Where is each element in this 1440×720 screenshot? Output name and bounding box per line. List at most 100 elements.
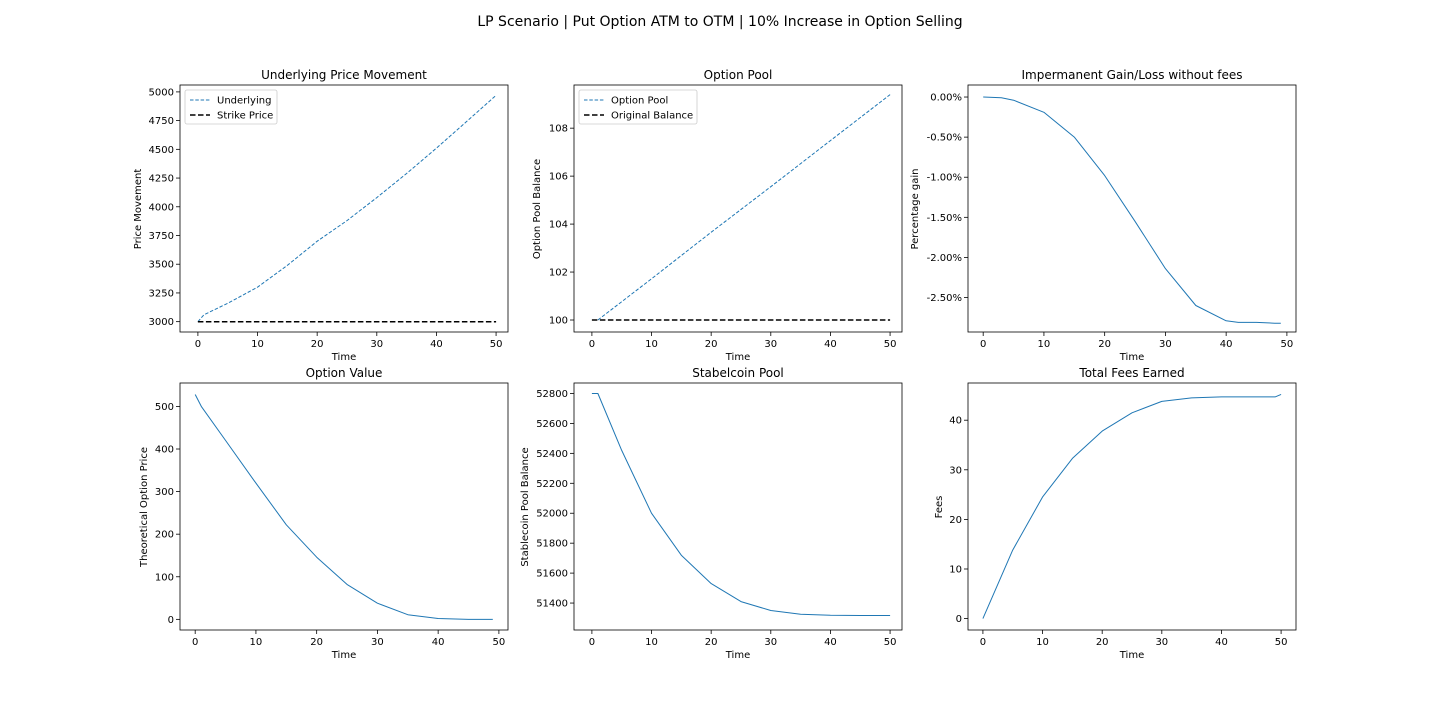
x-tick-label: 30 xyxy=(1155,637,1168,648)
x-axis-label: Time xyxy=(331,352,356,363)
x-tick-label: 50 xyxy=(490,339,503,350)
y-tick-label: 3250 xyxy=(149,288,174,299)
x-axis-label: Time xyxy=(1119,650,1144,661)
y-tick-label: -0.50% xyxy=(927,133,962,144)
plot-frame xyxy=(573,84,903,333)
x-tick-label: 40 xyxy=(824,637,837,648)
x-tick-label: 40 xyxy=(824,339,837,350)
y-tick-label: 102 xyxy=(549,268,568,279)
y-tick-label: 52600 xyxy=(536,419,568,430)
chart-fees: Total Fees Earned 0 10 20 30 40 50 0 10 20 30 40 Tim… xyxy=(934,366,1297,661)
chart-option-pool: Option Pool 0 10 20 30 40 50 100 102 104 106 108 Tim… xyxy=(532,68,903,363)
y-tick-label: -1.50% xyxy=(927,213,962,224)
x-tick-label: 40 xyxy=(1220,339,1233,350)
x-tick-label: 50 xyxy=(493,637,506,648)
y-tick-label: 40 xyxy=(949,416,962,427)
x-tick-label: 40 xyxy=(432,637,445,648)
y-tick-label: 3000 xyxy=(149,317,174,328)
y-axis-label: Fees xyxy=(934,496,945,519)
y-tick-label: 400 xyxy=(155,445,174,456)
y-tick-label: -1.00% xyxy=(927,173,962,184)
y-tick-label: 4000 xyxy=(149,202,174,213)
legend-label: Underlying xyxy=(217,96,271,107)
y-tick-label: 500 xyxy=(155,402,174,413)
y-tick-label: 30 xyxy=(949,465,962,476)
x-tick-label: 40 xyxy=(430,339,443,350)
plot-frame xyxy=(573,382,903,631)
y-tick-label: 51400 xyxy=(536,599,568,610)
x-tick-label: 40 xyxy=(1215,637,1228,648)
x-tick-label: 50 xyxy=(884,339,897,350)
y-tick-label: 0 xyxy=(956,614,962,625)
plot-frame xyxy=(179,382,509,631)
chart-impermanent: Impermanent Gain/Loss without fees 0 10 20 3… xyxy=(910,68,1297,363)
legend-box xyxy=(578,89,698,125)
chart-title: Impermanent Gain/Loss without fees xyxy=(1021,68,1242,82)
x-tick-label: 50 xyxy=(1281,339,1294,350)
y-tick-label: 0 xyxy=(168,615,174,626)
series-line-0 xyxy=(591,393,891,616)
x-tick-label: 10 xyxy=(251,339,264,350)
x-tick-label: 20 xyxy=(705,637,718,648)
x-tick-label: 30 xyxy=(1159,339,1172,350)
y-tick-label: 20 xyxy=(949,515,962,526)
x-tick-label: 0 xyxy=(195,339,201,350)
y-axis-label: Percentage gain xyxy=(910,168,921,249)
x-tick-label: 10 xyxy=(645,339,658,350)
x-tick-label: 20 xyxy=(310,637,323,648)
y-tick-label: 200 xyxy=(155,530,174,541)
chart-stablecoin-pool: Stabelcoin Pool 0 10 20 30 40 50 51400 51600 5180… xyxy=(520,366,903,661)
y-tick-label: 104 xyxy=(549,220,568,231)
x-axis-label: Time xyxy=(331,650,356,661)
x-tick-label: 50 xyxy=(1275,637,1288,648)
x-tick-label: 20 xyxy=(705,339,718,350)
plot-frame xyxy=(179,84,509,333)
chart-underlying: Underlying Price Movement 0 10 20 30 40 50 3000… xyxy=(133,68,509,363)
x-tick-label: 50 xyxy=(884,637,897,648)
chart-title: Option Value xyxy=(306,366,383,380)
y-tick-label: 52800 xyxy=(536,389,568,400)
x-tick-label: 0 xyxy=(980,339,986,350)
y-axis-label: Price Movement xyxy=(133,169,144,250)
x-tick-label: 0 xyxy=(192,637,198,648)
series-line-0 xyxy=(194,394,493,620)
chart-title: Option Pool xyxy=(704,68,773,82)
y-tick-label: 100 xyxy=(549,316,568,327)
x-tick-label: 20 xyxy=(1096,637,1109,648)
y-tick-label: 51600 xyxy=(536,569,568,580)
legend-label: Strike Price xyxy=(217,111,273,122)
x-axis-label: Time xyxy=(725,650,750,661)
x-tick-label: 30 xyxy=(764,637,777,648)
y-tick-label: 0.00% xyxy=(930,93,962,104)
x-tick-label: 10 xyxy=(1036,637,1049,648)
y-tick-label: 3500 xyxy=(149,260,174,271)
chart-title: Stabelcoin Pool xyxy=(692,366,784,380)
y-tick-label: 52200 xyxy=(536,479,568,490)
x-tick-label: 30 xyxy=(370,339,383,350)
x-tick-label: 10 xyxy=(250,637,263,648)
plot-frame xyxy=(967,382,1297,631)
y-tick-label: 4250 xyxy=(149,174,174,185)
legend-label: Option Pool xyxy=(611,96,668,107)
y-axis-label: Theoretical Option Price xyxy=(139,447,150,568)
y-tick-label: 4500 xyxy=(149,145,174,156)
series-line-0 xyxy=(983,96,1281,324)
y-axis-label: Option Pool Balance xyxy=(532,159,543,259)
series-line-0 xyxy=(982,393,1282,619)
y-tick-label: 5000 xyxy=(149,87,174,98)
y-tick-label: 52400 xyxy=(536,449,568,460)
y-tick-label: -2.00% xyxy=(927,253,962,264)
y-tick-label: 100 xyxy=(155,572,174,583)
x-tick-label: 0 xyxy=(589,637,595,648)
legend: Underlying Strike Price xyxy=(184,89,278,125)
chart-title: Total Fees Earned xyxy=(1078,366,1184,380)
x-tick-label: 10 xyxy=(645,637,658,648)
legend-label: Original Balance xyxy=(611,111,693,122)
y-tick-label: 52000 xyxy=(536,509,568,520)
x-tick-label: 20 xyxy=(311,339,324,350)
series-line-option-pool xyxy=(597,94,891,321)
x-tick-label: 10 xyxy=(1038,339,1051,350)
figure-title: LP Scenario | Put Option ATM to OTM | 10… xyxy=(477,14,962,30)
